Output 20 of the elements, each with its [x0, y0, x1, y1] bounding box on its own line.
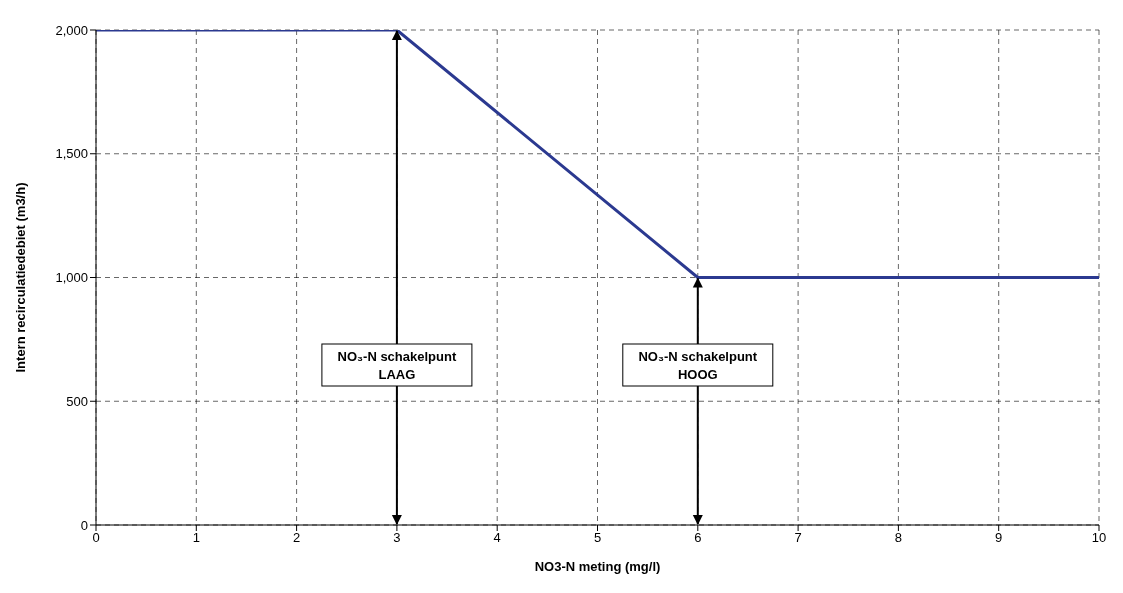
x-tick-label: 1	[192, 530, 200, 546]
x-tick-label: 2	[292, 530, 301, 546]
y-tick-label: 0	[80, 517, 88, 533]
x-tick-label: 0	[92, 530, 100, 546]
y-tick-label: 1,000	[55, 270, 88, 286]
x-tick-label: 8	[894, 530, 903, 546]
x-tick-label: 4	[493, 530, 501, 546]
x-axis-title: NO3-N meting (mg/l)	[534, 559, 661, 574]
y-axis-title: Intern recirculatiedebiet (m3/h)	[12, 182, 28, 373]
ref-line-label: NO₃-N schakelpunt LAAG	[337, 349, 457, 382]
y-tick-label: 2,000	[55, 22, 88, 38]
x-tick-label: 6	[694, 530, 702, 546]
x-tick-label: 7	[794, 530, 802, 546]
y-tick-label: 1,500	[55, 146, 88, 162]
x-tick-label: 10	[1091, 530, 1107, 546]
x-tick-label: 5	[593, 530, 602, 546]
ref-line-label: NO₃-N schakelpunt HOOG	[638, 349, 758, 382]
y-tick-label: 500	[66, 393, 88, 409]
x-tick-label: 3	[393, 530, 401, 546]
x-tick-label: 9	[995, 530, 1003, 546]
